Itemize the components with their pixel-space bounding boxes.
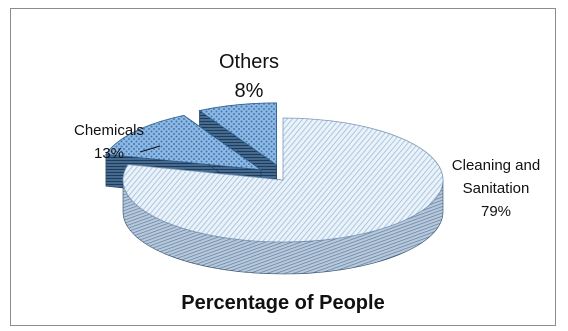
label-others-value: 8% bbox=[235, 80, 264, 102]
chart-title: Percentage of People bbox=[181, 292, 384, 314]
label-cleaning-value: 79% bbox=[481, 203, 511, 220]
label-chemicals-value: 13% bbox=[94, 145, 124, 162]
pie-slice-0 bbox=[122, 117, 444, 275]
pie-slice-top-1 bbox=[105, 114, 263, 171]
label-cleaning-line1: Cleaning and bbox=[452, 157, 540, 174]
pie-slices bbox=[105, 102, 444, 275]
pie-labels: Cleaning and Sanitation 79% Chemicals 13% Oth… bbox=[74, 51, 540, 220]
pie-slice-top-2 bbox=[198, 102, 277, 166]
label-cleaning-line2: Sanitation bbox=[463, 180, 530, 197]
label-chemicals-leader bbox=[139, 145, 161, 153]
label-others-name: Others bbox=[219, 51, 279, 73]
pie-slice-top-0 bbox=[122, 117, 444, 243]
label-chemicals-name: Chemicals bbox=[74, 122, 144, 139]
